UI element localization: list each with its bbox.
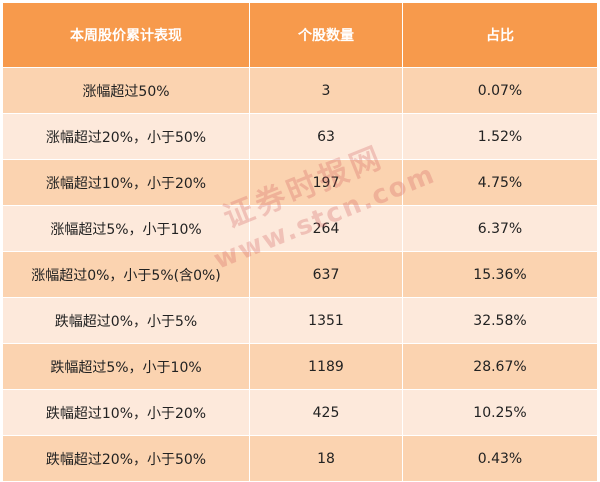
row-ratio: 4.75% [477,174,523,191]
table-header-row: 本周股价累计表现 个股数量 占比 [3,3,597,68]
row-ratio: 28.67% [473,358,527,375]
table-row: 跌幅超过10%，小于20% 425 10.25% [3,390,597,436]
row-ratio: 15.36% [473,266,527,283]
table-row: 跌幅超过20%，小于50% 18 0.43% [3,436,597,482]
table-row: 涨幅超过50% 3 0.07% [3,68,597,114]
header-ratio: 占比 [486,28,514,44]
table-row: 涨幅超过0%，小于5%(含0%) 637 15.36% [3,252,597,298]
row-ratio: 0.07% [477,82,523,99]
table-row: 涨幅超过20%，小于50% 63 1.52% [3,114,597,160]
table-row: 跌幅超过0%，小于5% 1351 32.58% [3,298,597,344]
table-row: 跌幅超过5%，小于10% 1189 28.67% [3,344,597,390]
row-count: 1189 [250,344,403,389]
table-row: 涨幅超过10%，小于20% 197 4.75% [3,160,597,206]
row-count: 197 [250,160,403,205]
row-count: 425 [250,390,403,435]
row-count: 3 [250,68,403,113]
row-ratio: 0.43% [477,450,523,467]
table-body: 涨幅超过50% 3 0.07% 涨幅超过20%，小于50% 63 1.52% 涨幅超过10%… [3,68,597,482]
row-count: 18 [250,436,403,481]
row-count: 264 [250,206,403,251]
row-ratio: 1.52% [477,128,523,145]
row-label: 涨幅超过10%，小于20% [3,160,250,205]
row-count: 63 [250,114,403,159]
table-row: 涨幅超过5%，小于10% 264 6.37% [3,206,597,252]
row-ratio: 32.58% [473,312,527,329]
row-count: 637 [250,252,403,297]
row-label: 跌幅超过5%，小于10% [3,344,250,389]
header-stock-count: 个股数量 [250,3,403,67]
row-label: 跌幅超过20%，小于50% [3,436,250,481]
row-ratio: 10.25% [473,404,527,421]
row-label: 涨幅超过20%，小于50% [3,114,250,159]
row-label: 涨幅超过0%，小于5%(含0%) [3,252,250,297]
row-label: 跌幅超过10%，小于20% [3,390,250,435]
row-label: 跌幅超过0%，小于5% [3,298,250,343]
row-label: 涨幅超过50% [3,68,250,113]
header-performance: 本周股价累计表现 [3,3,250,67]
row-label: 涨幅超过5%，小于10% [3,206,250,251]
row-ratio: 6.37% [477,220,523,237]
row-count: 1351 [250,298,403,343]
